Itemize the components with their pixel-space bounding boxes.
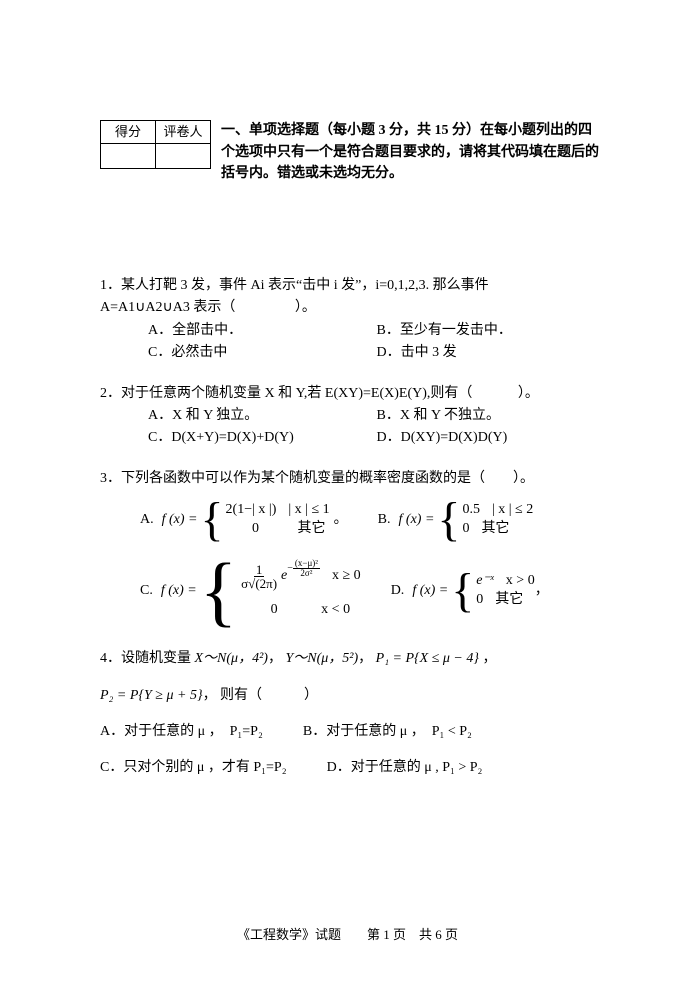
q3c-piecewise: { 1 σ√(2π) e −(x−μ)²2σ² x ≥ 0: [200, 552, 361, 630]
q2-opt-d: D．D(XY)=D(X)D(Y): [377, 427, 606, 449]
score-cell: [101, 144, 156, 169]
q3a-label: A.: [140, 509, 154, 531]
q2-stem: 2．对于任意两个随机变量 X 和 Y,若 E(XY)=E(X)E(Y),则有（ …: [100, 383, 605, 405]
q3-opt-c: C. f (x) = { 1 σ√(2π) e −(x−μ)²2: [140, 552, 361, 630]
q4-opts-row2: C．只对个别的 μ ，才有 P₁=P₂ D．对于任意的 μ , P₁ > P₂: [100, 757, 605, 779]
q3-stem: 3．下列各函数中可以作为某个随机变量的概率密度函数的是（ ）。: [100, 468, 605, 490]
score-header-score: 得分: [101, 121, 156, 144]
score-header-grader: 评卷人: [156, 121, 211, 144]
q1-opt-a: A．全部击中．: [148, 320, 377, 342]
q3c-r2l: 0: [239, 601, 309, 620]
brace-icon: {: [201, 496, 224, 544]
q3b-r1r: | x | ≤ 2: [492, 501, 533, 520]
header-row: 得分 评卷人 一、单项选择题（每小题 3 分，共 15 分）在每小题列出的四个选…: [100, 120, 605, 185]
brace-icon: {: [437, 496, 460, 544]
section-instructions: 一、单项选择题（每小题 3 分，共 15 分）在每小题列出的四个选项中只有一个是…: [221, 120, 605, 185]
q2-options: A．X 和 Y 独立。 B．X 和 Y 不独立。 C．D(X+Y)=D(X)+D…: [100, 405, 605, 450]
q1-opt-d: D．击中 3 发: [377, 342, 606, 364]
q4-opts-row1: A．对于任意的 μ ， P₁=P₂ B．对于任意的 μ ， P₁ < P₂: [100, 721, 605, 743]
q4-stem-1: 4．设随机变量 X～N(μ，4²)， Y～N(μ，5²)， P₁ = P{X ≤…: [100, 648, 605, 670]
q2-opt-b: B．X 和 Y 不独立。: [377, 405, 606, 427]
q3d-r2l: 0: [476, 591, 483, 610]
q3b-r1l: 0.5: [462, 501, 480, 520]
q1-stem-2: A=A1∪A2∪A3 表示（ ）。: [100, 297, 605, 319]
q3d-r1l: e⁻ˣ: [476, 572, 494, 591]
grader-cell: [156, 144, 211, 169]
page: 得分 评卷人 一、单项选择题（每小题 3 分，共 15 分）在每小题列出的四个选…: [0, 0, 695, 982]
question-2: 2．对于任意两个随机变量 X 和 Y,若 E(XY)=E(X)E(Y),则有（ …: [100, 383, 605, 450]
q3d-piecewise: { e⁻ˣ x > 0 0 其它: [451, 567, 535, 615]
q4-opt-b: B．对于任意的 μ ， P₁ < P₂: [303, 721, 472, 743]
q4-opt-a: A．对于任意的 μ ， P₁=P₂: [100, 721, 263, 743]
brace-icon: {: [451, 567, 474, 615]
q3b-r2r: 其它: [481, 520, 509, 539]
q3d-label: D.: [391, 580, 405, 602]
q3d-tail: ，: [535, 580, 549, 602]
q1-options: A．全部击中． B．至少有一发击中． C．必然击中 D．击中 3 发: [100, 320, 605, 365]
q3-opt-a: A. f (x) = { 2(1−| x |) | x | ≤ 1 0 其它 。: [140, 496, 348, 544]
q3a-fx: f (x) =: [162, 509, 198, 531]
q3c-r1l: 1 σ√(2π) e −(x−μ)²2σ²: [239, 563, 320, 591]
q1-stem-1: 1．某人打靶 3 发，事件 Ai 表示“击中 i 发”，i=0,1,2,3. 那…: [100, 275, 605, 297]
q3a-piecewise: { 2(1−| x |) | x | ≤ 1 0 其它: [201, 496, 330, 544]
question-3: 3．下列各函数中可以作为某个随机变量的概率密度函数的是（ ）。 A. f (x)…: [100, 468, 605, 630]
q3b-piecewise: { 0.5 | x | ≤ 2 0 其它: [437, 496, 533, 544]
q3a-r1l: 2(1−| x |): [226, 501, 277, 520]
q3d-r1r: x > 0: [506, 572, 535, 591]
q3a-r1r: | x | ≤ 1: [288, 501, 329, 520]
q3a-r2r: 其它: [298, 520, 326, 539]
q3c-label: C.: [140, 580, 153, 602]
q2-opt-c: C．D(X+Y)=D(X)+D(Y): [148, 427, 377, 449]
q3d-r2r: 其它: [495, 591, 523, 610]
question-1: 1．某人打靶 3 发，事件 Ai 表示“击中 i 发”，i=0,1,2,3. 那…: [100, 275, 605, 365]
q3a-tail: 。: [334, 509, 348, 531]
q1-opt-b: B．至少有一发击中．: [377, 320, 606, 342]
q4-stem-2: P₂ = P{Y ≥ μ + 5}， 则有（ ）: [100, 685, 605, 707]
brace-icon: {: [200, 552, 237, 630]
q3-opt-d: D. f (x) = { e⁻ˣ x > 0 0 其它 ，: [391, 567, 549, 615]
q1-opt-c: C．必然击中: [148, 342, 377, 364]
page-footer: 《工程数学》试题 第 1 页 共 6 页: [0, 925, 695, 946]
q3b-fx: f (x) =: [399, 509, 435, 531]
q4-opt-c: C．只对个别的 μ ，才有 P₁=P₂: [100, 757, 287, 779]
q4-opt-d: D．对于任意的 μ , P₁ > P₂: [327, 757, 483, 779]
q3b-r2l: 0: [462, 520, 469, 539]
q3c-r1r: x ≥ 0: [332, 567, 361, 586]
q3b-label: B.: [378, 509, 391, 531]
q3a-r2l: 0: [226, 520, 286, 539]
q3c-frac1: 1 σ√(2π): [239, 563, 279, 591]
question-4: 4．设随机变量 X～N(μ，4²)， Y～N(μ，5²)， P₁ = P{X ≤…: [100, 648, 605, 780]
q3c-fx: f (x) =: [161, 580, 197, 602]
q3c-r2r: x < 0: [321, 601, 350, 620]
q3-opt-b: B. f (x) = { 0.5 | x | ≤ 2 0 其它: [378, 496, 534, 544]
score-table: 得分 评卷人: [100, 120, 211, 169]
q3d-fx: f (x) =: [412, 580, 448, 602]
q3-options-row1: A. f (x) = { 2(1−| x |) | x | ≤ 1 0 其它 。 B…: [100, 496, 605, 544]
q2-opt-a: A．X 和 Y 独立。: [148, 405, 377, 427]
q3-options-row2: C. f (x) = { 1 σ√(2π) e −(x−μ)²2: [100, 552, 605, 630]
